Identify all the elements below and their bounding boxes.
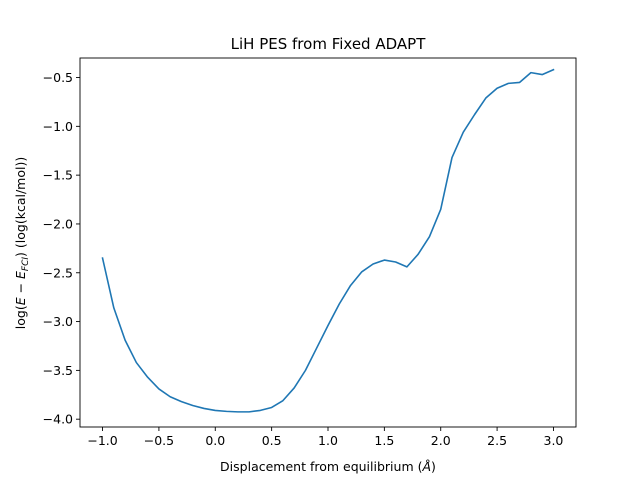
y-tick-label: −3.5 <box>43 363 73 378</box>
x-axis-ticks: −1.0 −0.5 0.0 0.5 1.0 1.5 2.0 2.5 3.0 <box>87 427 563 448</box>
y-tick-label: −2.0 <box>43 216 73 231</box>
x-axis-label: Displacement from equilibrium (Å) <box>220 459 436 474</box>
plot-area: −1.0 −0.5 0.0 0.5 1.0 1.5 2.0 2.5 3.0 −4.0 −3.5 −3… <box>43 57 577 448</box>
chart-title: LiH PES from Fixed ADAPT <box>231 35 427 53</box>
x-tick-label: 1.5 <box>374 433 394 448</box>
series-line <box>101 68 555 413</box>
x-tick-label: 2.0 <box>431 433 451 448</box>
y-axis-ticks: −4.0 −3.5 −3.0 −2.5 −2.0 −1.5 −1.0 −0.5 <box>43 70 80 427</box>
y-tick-label: −0.5 <box>43 70 73 85</box>
x-tick-label: −1.0 <box>87 433 117 448</box>
y-tick-label: −1.0 <box>43 119 73 134</box>
axes-frame <box>79 57 577 428</box>
x-tick-label: 2.5 <box>487 433 507 448</box>
y-tick-label: −2.5 <box>43 265 73 280</box>
y-axis-label: log(E − EFCI) (log(kcal/mol)) <box>13 157 31 329</box>
y-tick-label: −1.5 <box>43 168 73 183</box>
y-tick-label: −3.0 <box>43 314 73 329</box>
x-tick-label: 1.0 <box>318 433 338 448</box>
x-tick-label: 3.0 <box>544 433 564 448</box>
x-tick-label: 0.5 <box>262 433 282 448</box>
x-tick-label: −0.5 <box>144 433 174 448</box>
x-tick-label: 0.0 <box>205 433 225 448</box>
y-tick-label: −4.0 <box>43 412 73 427</box>
